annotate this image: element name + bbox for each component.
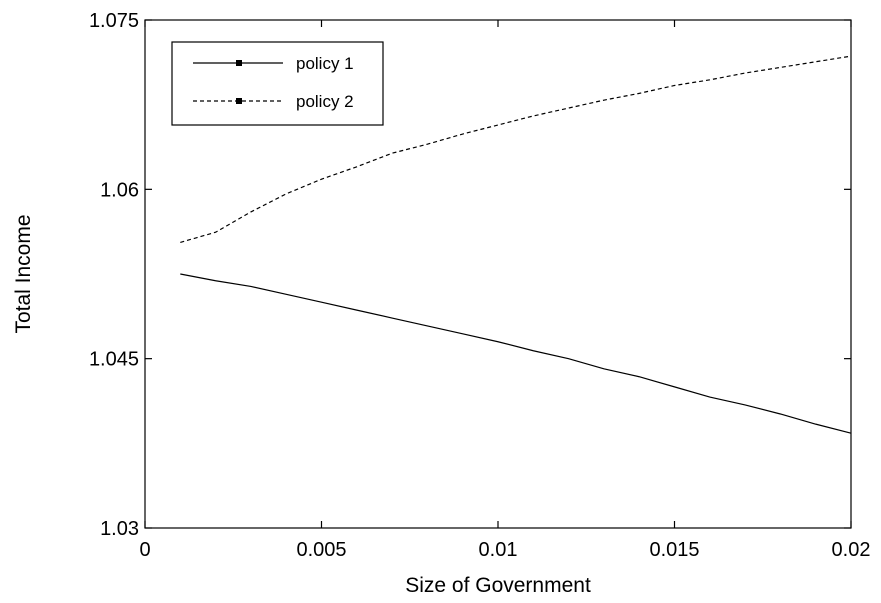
axis-tick-labels: 0 0.005 0.01 0.015 0.02 1.03 1.045 1.06 1.075	[89, 10, 871, 561]
legend-marker-policy-1	[236, 60, 242, 66]
y-axis-label: Total Income	[12, 214, 35, 333]
y-tick-label: 1.06	[100, 179, 139, 201]
legend-label-policy-1: policy 1	[296, 54, 354, 73]
y-tick-label: 1.045	[89, 349, 139, 371]
legend: policy 1 policy 2	[171, 41, 384, 126]
x-tick-label: 0.005	[296, 539, 346, 561]
series-line-policy-2	[180, 55, 852, 243]
y-tick-label: 1.075	[89, 10, 139, 32]
legend-marker-policy-2	[236, 98, 242, 104]
axis-ticks	[144, 19, 852, 529]
x-tick-label: 0.015	[649, 539, 699, 561]
x-tick-label: 0.01	[479, 539, 518, 561]
series-line-policy-1	[180, 273, 852, 434]
x-tick-label: 0.02	[832, 539, 871, 561]
y-tick-label: 1.03	[100, 518, 139, 540]
legend-box	[171, 41, 384, 126]
legend-label-policy-2: policy 2	[296, 92, 354, 111]
x-axis-label: Size of Government	[405, 574, 591, 597]
x-tick-label: 0	[139, 539, 150, 561]
series-lines	[180, 55, 852, 434]
